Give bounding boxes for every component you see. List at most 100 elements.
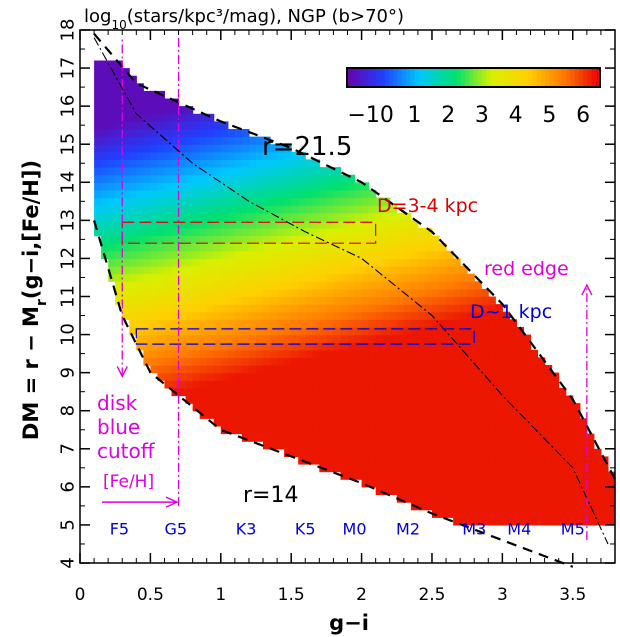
heatmap-cell: [284, 228, 292, 237]
heatmap-cell: [382, 281, 391, 290]
heatmap-cell: [185, 319, 194, 328]
heatmap-cell: [467, 395, 475, 404]
heatmap-cell: [403, 311, 412, 320]
heatmap-cell: [382, 441, 391, 450]
heatmap-cell: [488, 464, 496, 473]
heatmap-cell: [432, 464, 440, 473]
heatmap-cell: [171, 167, 180, 176]
heatmap-cell: [277, 342, 285, 351]
heatmap-cell: [150, 113, 158, 122]
heatmap-cell: [453, 433, 461, 442]
heatmap-cell: [122, 159, 130, 168]
heatmap-cell: [284, 433, 292, 442]
heatmap-cell: [333, 327, 341, 336]
heatmap-cell: [424, 456, 433, 465]
heatmap-cell: [284, 182, 292, 191]
colorbar: −10 1 2 3 4 5 6: [346, 67, 601, 128]
heatmap-cell: [256, 197, 264, 206]
heatmap-cell: [150, 304, 158, 313]
heatmap-cell: [453, 486, 461, 496]
heatmap-cell: [347, 304, 356, 313]
heatmap-cell: [495, 327, 503, 336]
heatmap-cell: [185, 167, 194, 176]
heatmap-cell: [291, 365, 299, 374]
heatmap-cell: [277, 403, 285, 412]
heatmap-cell: [361, 357, 370, 366]
heatmap-cell: [263, 258, 271, 267]
heatmap-cell: [417, 334, 426, 343]
heatmap-cell: [129, 319, 137, 328]
heatmap-cell: [467, 304, 475, 313]
heatmap-cell: [354, 266, 363, 275]
heatmap-cell: [305, 342, 313, 351]
heatmap-cell: [382, 258, 391, 267]
heatmap-cell: [220, 235, 229, 244]
colorbar-segment: [519, 68, 525, 87]
heatmap-cell: [206, 235, 215, 244]
heatmap-cell: [333, 464, 341, 473]
heatmap-cell: [537, 479, 546, 488]
heatmap-cell: [199, 228, 208, 237]
heatmap-cell: [523, 517, 532, 526]
heatmap-cell: [474, 372, 482, 381]
heatmap-cell: [277, 205, 285, 214]
heatmap-cell: [608, 517, 616, 526]
heatmap-cell: [305, 197, 313, 206]
heatmap-cell: [382, 365, 391, 374]
heatmap-cell: [319, 387, 327, 397]
heatmap-cell: [368, 220, 377, 229]
heatmap-cell: [227, 380, 236, 389]
heatmap-cell: [263, 250, 271, 259]
colorbar-segment: [431, 68, 436, 87]
heatmap-cell: [241, 349, 250, 358]
heatmap-cell: [488, 334, 496, 343]
heatmap-cell: [178, 136, 187, 145]
heatmap-cell: [305, 212, 313, 221]
heatmap-cell: [241, 243, 250, 252]
heatmap-cell: [396, 296, 405, 305]
heatmap-cell: [481, 410, 489, 419]
y-tick-label: 7: [58, 443, 79, 454]
heatmap-cell: [481, 357, 489, 366]
heatmap-cell: [234, 357, 243, 366]
heatmap-cell: [593, 517, 602, 526]
heatmap-cell: [199, 273, 208, 282]
heatmap-cell: [446, 342, 454, 351]
heatmap-cell: [227, 281, 236, 290]
heatmap-cell: [213, 334, 222, 343]
heatmap-cell: [474, 494, 482, 503]
heatmap-cell: [178, 365, 187, 374]
heatmap-cell: [115, 182, 123, 191]
heatmap-cell: [270, 418, 278, 427]
heatmap-cell: [572, 517, 581, 526]
heatmap-cell: [410, 296, 419, 305]
heatmap-cell: [185, 205, 194, 214]
heatmap-cell: [312, 228, 320, 237]
heatmap-cell: [354, 273, 363, 282]
heatmap-cell: [305, 189, 313, 199]
heatmap-cell: [157, 288, 165, 298]
heatmap-cell: [516, 403, 524, 412]
heatmap-cell: [439, 502, 447, 511]
heatmap-cell: [565, 517, 574, 526]
colorbar-segment: [507, 68, 512, 87]
heatmap-cell: [333, 228, 341, 237]
heatmap-cell: [551, 456, 560, 465]
heatmap-cell: [234, 167, 243, 176]
heatmap-cell: [467, 410, 475, 419]
heatmap-cell: [509, 410, 517, 419]
heatmap-cell: [248, 349, 257, 358]
heatmap-cell: [248, 281, 257, 290]
y-axis-label: DM = r − Mr(g−i,[Fe/H]): [19, 160, 50, 440]
heatmap-cell: [347, 319, 356, 328]
heatmap-cell: [270, 174, 278, 183]
heatmap-cell: [368, 319, 377, 328]
heatmap-cell: [312, 258, 320, 267]
heatmap-cell: [347, 403, 356, 412]
heatmap-cell: [516, 517, 524, 526]
heatmap-cell: [270, 228, 278, 237]
heatmap-cell: [326, 387, 334, 397]
heatmap-cell: [523, 425, 532, 435]
heatmap-cell: [467, 365, 475, 374]
heatmap-cell: [206, 205, 215, 214]
